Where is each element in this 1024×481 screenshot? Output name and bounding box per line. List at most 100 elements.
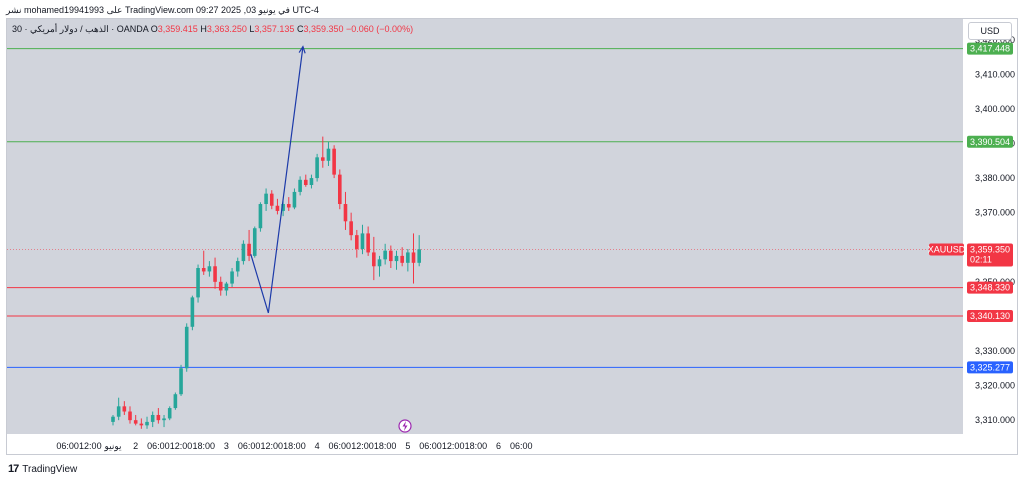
symbol-tag[interactable]: XAUUSD [928, 243, 966, 256]
candle[interactable] [122, 401, 127, 415]
candle[interactable] [218, 276, 223, 296]
candle[interactable] [400, 247, 404, 267]
candle[interactable] [338, 169, 342, 210]
time-tick-label: 06:00 [147, 441, 170, 451]
candle[interactable] [372, 236, 376, 281]
candle[interactable] [286, 197, 291, 211]
symbol-name[interactable]: الذهب / دولار أمريكي [30, 24, 109, 34]
candle[interactable] [320, 136, 325, 168]
candle[interactable] [411, 233, 416, 284]
candle[interactable] [162, 414, 166, 428]
candle-body [167, 408, 172, 419]
footer-branding[interactable]: 17 TradingView [8, 463, 77, 475]
candle[interactable] [213, 257, 217, 289]
plot-area[interactable] [7, 19, 963, 434]
candle[interactable] [349, 212, 353, 241]
candle-body [286, 204, 291, 208]
candle[interactable] [241, 240, 246, 265]
levels-layer [7, 48, 963, 368]
projection-arrowhead [298, 45, 306, 54]
time-tick-label: 12:00 [351, 441, 374, 451]
candle[interactable] [269, 190, 274, 210]
projection-layer [250, 45, 306, 314]
candle-body [196, 268, 200, 298]
price-tick-label: 3,320.000 [975, 381, 1015, 391]
candle[interactable] [111, 414, 115, 426]
candle-body [241, 243, 246, 262]
time-tick-label: 06:00 [56, 441, 79, 451]
candle-body [224, 283, 229, 291]
candle-body [150, 414, 155, 422]
candle[interactable] [207, 261, 212, 277]
time-tick-label: 18:00 [465, 441, 488, 451]
candle-body [156, 414, 161, 421]
price-tags: 3,417.448 3,390.504 3,348.330 3,340.130 3,32… [928, 42, 1013, 374]
candle[interactable] [252, 226, 257, 258]
lightning-icon[interactable] [398, 419, 412, 433]
candle-body [111, 416, 115, 422]
candle[interactable] [247, 229, 251, 262]
candle-body [377, 259, 382, 267]
candle-body [303, 179, 308, 185]
candle[interactable] [145, 416, 149, 429]
candle[interactable] [179, 364, 183, 396]
price-tick-label: 3,400.000 [975, 104, 1015, 114]
price-tag-text: 3,390.504 [970, 137, 1010, 147]
candle[interactable] [150, 411, 155, 428]
candle-body [349, 221, 353, 236]
time-tick-label: 12:00 [260, 441, 283, 451]
candle[interactable] [298, 176, 302, 196]
candle[interactable] [156, 408, 161, 424]
candle[interactable] [394, 250, 399, 270]
projection-path[interactable] [250, 46, 304, 314]
candle[interactable] [184, 323, 189, 372]
high-label: H [200, 24, 207, 34]
candle[interactable] [139, 418, 144, 429]
currency-button[interactable]: USD [968, 22, 1012, 40]
candle[interactable] [303, 174, 308, 187]
candle[interactable] [224, 281, 229, 296]
candle[interactable] [417, 235, 421, 267]
candle[interactable] [196, 264, 200, 303]
time-tick-label: 12:00 [442, 441, 465, 451]
candle[interactable] [116, 397, 121, 421]
time-tick-label: 06:00 [329, 441, 352, 451]
candle-body [258, 204, 263, 229]
candle[interactable] [292, 188, 297, 210]
candle[interactable] [275, 198, 280, 215]
time-tick-label: يونيو [103, 441, 122, 452]
candle[interactable] [343, 191, 348, 230]
candle[interactable] [326, 141, 331, 166]
candle[interactable] [366, 226, 370, 256]
open-label: O [150, 24, 158, 34]
candle[interactable] [235, 257, 240, 277]
candle[interactable] [258, 202, 263, 232]
time-tick-label: 06:00 [510, 441, 533, 451]
candle[interactable] [332, 145, 336, 179]
candle[interactable] [360, 224, 365, 255]
candle[interactable] [406, 248, 410, 272]
candle[interactable] [389, 245, 393, 268]
candle[interactable] [201, 250, 206, 275]
candle-body [116, 406, 121, 417]
candle[interactable] [230, 268, 234, 288]
candle[interactable] [377, 255, 382, 277]
candle[interactable] [355, 229, 359, 258]
time-tick-label: 3 [224, 441, 229, 451]
candle[interactable] [315, 153, 319, 182]
time-tick-label: 12:00 [79, 441, 102, 451]
symbol-tag-bg [929, 243, 964, 256]
candle[interactable] [190, 295, 195, 331]
candle[interactable] [309, 174, 314, 189]
candle[interactable] [383, 243, 387, 265]
broker-label: OANDA [116, 24, 149, 34]
candle[interactable] [128, 406, 132, 424]
candle[interactable] [133, 414, 138, 426]
candle[interactable] [173, 392, 178, 410]
candle[interactable] [167, 406, 172, 421]
symbol-tag-text: XAUUSD [928, 244, 966, 254]
candle[interactable] [264, 188, 268, 211]
interval-label[interactable]: 30 [12, 24, 23, 34]
